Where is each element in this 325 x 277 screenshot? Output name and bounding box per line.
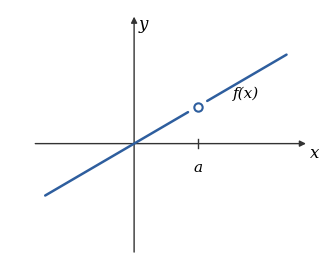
Text: a: a xyxy=(193,161,202,175)
Text: x: x xyxy=(310,145,320,163)
Text: f(x): f(x) xyxy=(233,86,259,101)
Text: y: y xyxy=(139,16,148,33)
